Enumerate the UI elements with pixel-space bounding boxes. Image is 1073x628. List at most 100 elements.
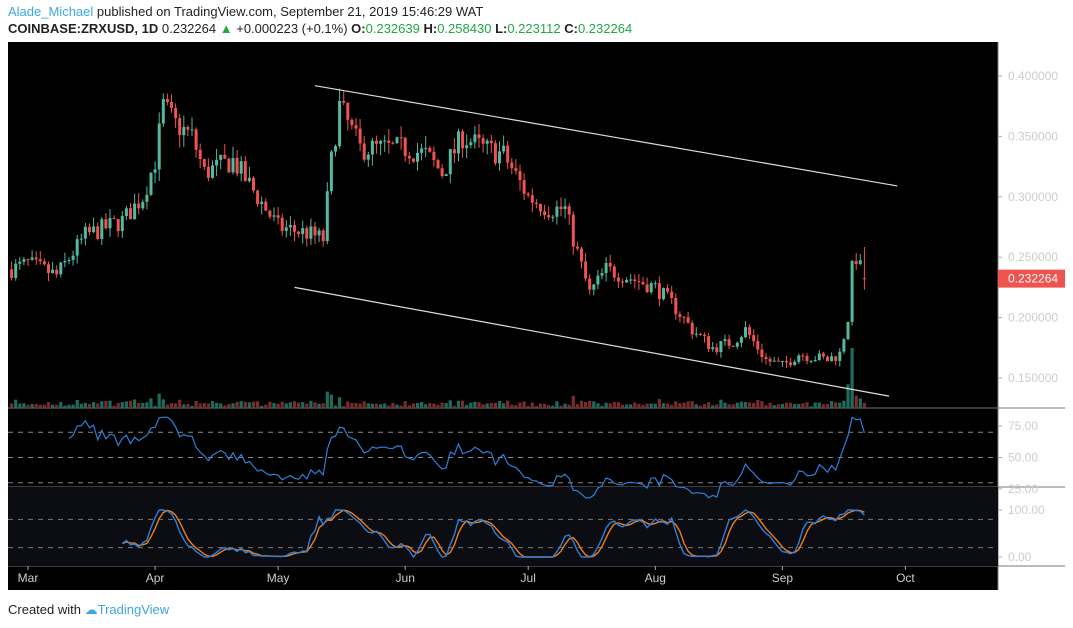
volume-bar [551, 405, 555, 408]
volume-bar [157, 393, 161, 408]
volume-bar [420, 402, 424, 408]
volume-bar [555, 401, 559, 408]
candle [637, 274, 641, 291]
candle-body [567, 206, 571, 215]
volume-bar [461, 400, 465, 408]
candle-body [391, 142, 395, 144]
volume-bar [145, 402, 149, 408]
candle-body [813, 359, 817, 361]
high-value: 0.258430 [437, 21, 492, 36]
candle-body [145, 194, 149, 202]
candle [522, 173, 526, 201]
candle [514, 159, 518, 175]
volume-bar [514, 405, 518, 408]
volume-bar [600, 405, 604, 408]
volume-bar [313, 402, 317, 408]
volume-bar [30, 404, 34, 408]
volume-bar [67, 404, 71, 408]
volume-bar [579, 400, 584, 408]
candle-body [440, 168, 444, 177]
low-label: L: [495, 21, 508, 36]
candle [596, 269, 600, 290]
volume-bar [649, 403, 653, 408]
candle-body [473, 134, 477, 143]
open-value: 0.232639 [365, 21, 420, 36]
volume-bar [424, 404, 428, 408]
candle-body [559, 206, 563, 210]
candle-body [600, 273, 604, 276]
volume-bar [776, 404, 780, 408]
price-tick-label: 0.350000 [1008, 129, 1058, 143]
candle-body [641, 281, 645, 285]
candle-body [370, 140, 374, 155]
candle-body [350, 119, 354, 126]
volume-bar [707, 402, 711, 408]
candle-body [645, 284, 649, 293]
volume-bar [141, 403, 145, 408]
volume-bar [391, 402, 395, 408]
candle [51, 262, 55, 274]
volume-bar [563, 403, 567, 408]
candle-body [539, 204, 542, 212]
candle [206, 158, 210, 182]
volume-bar [169, 403, 174, 408]
candle-body [194, 129, 198, 150]
candle [47, 261, 50, 282]
candle-body [411, 158, 415, 162]
candle-body [588, 278, 592, 290]
volume-bar [358, 403, 362, 408]
volume-bar [120, 402, 124, 408]
candle-body [141, 201, 145, 209]
rsi-tick-label: 50.00 [1008, 451, 1038, 465]
candle-body [616, 277, 620, 282]
candle-body [235, 158, 239, 174]
volume-bar [194, 400, 198, 408]
candle [182, 115, 186, 147]
candle [764, 353, 768, 365]
candle [383, 135, 387, 152]
volume-bar [42, 404, 46, 408]
candle [157, 112, 161, 182]
volume-bar [124, 401, 128, 408]
candle [227, 157, 231, 174]
candle-body [346, 102, 350, 120]
candle-body [104, 219, 108, 229]
candle [55, 265, 59, 278]
candle [502, 135, 506, 154]
volume-bar [801, 403, 805, 408]
volume-bar [756, 399, 760, 408]
volume-bar [436, 404, 440, 408]
volume-bar [690, 401, 694, 408]
candle-body [10, 269, 14, 278]
candle-body [293, 225, 296, 232]
volume-bar [567, 404, 571, 408]
candle [247, 166, 251, 183]
candle-body [506, 145, 510, 163]
candle-body [698, 333, 702, 335]
candle-body [223, 154, 227, 159]
candle [842, 338, 846, 354]
tradingview-link[interactable]: TradingView [97, 602, 170, 617]
author-link[interactable]: Alade_Michael [8, 4, 94, 19]
candle [120, 211, 124, 238]
volume-bar [592, 401, 596, 408]
candle-body [157, 123, 161, 170]
volume-bar [448, 400, 452, 408]
candle [645, 277, 649, 294]
candle [346, 102, 350, 131]
volume-bar [731, 404, 735, 408]
volume-bar [34, 403, 38, 408]
symbol: COINBASE:ZRXUSD, 1D [8, 21, 159, 36]
candle-body [543, 211, 547, 216]
candle [575, 241, 579, 251]
candle-body [772, 360, 776, 362]
volume-bar [112, 405, 116, 408]
stoch-background [8, 487, 998, 566]
candle [194, 127, 198, 158]
candle [416, 143, 419, 171]
candle [653, 280, 657, 289]
candle-body [30, 257, 34, 260]
volume-bar [748, 402, 752, 408]
